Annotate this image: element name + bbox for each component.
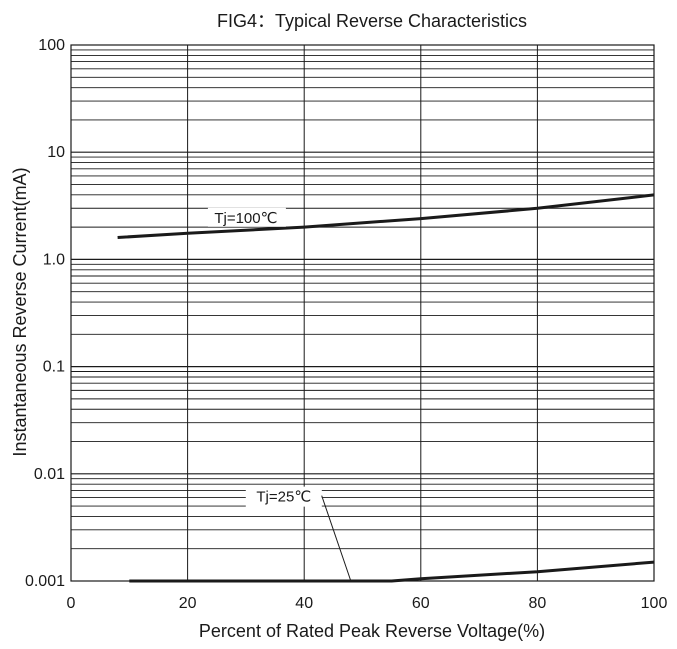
- x-axis-label: Percent of Rated Peak Reverse Voltage(%): [199, 621, 545, 641]
- annotation-label: Tj=25℃: [256, 489, 311, 506]
- x-tick-label: 100: [641, 595, 668, 612]
- y-tick-label: 10: [47, 144, 65, 161]
- annotation-label: Tj=100℃: [214, 210, 277, 227]
- annotations: Tj=100℃ Tj=25℃: [207, 207, 352, 582]
- y-tick-label: 1.0: [43, 251, 65, 268]
- x-tick-label: 40: [295, 595, 313, 612]
- tick-labels: 0 20 40 60 80 100 0.001 0.01 0.1 1.0 10 100: [25, 37, 667, 612]
- x-tick-label: 20: [179, 595, 197, 612]
- annotation-bg: [207, 207, 286, 227]
- grid: [70, 44, 655, 582]
- series-line-2: [129, 560, 655, 583]
- x-tick-label: 60: [412, 595, 430, 612]
- y-tick-label: 0.1: [43, 359, 65, 376]
- series-line-1: [117, 193, 655, 239]
- x-tick-label: 80: [529, 595, 547, 612]
- y-tick-label: 0.01: [34, 466, 65, 483]
- plot-frame: [70, 44, 655, 582]
- y-axis-label: Instantaneous Reverse Current(mA): [10, 167, 30, 456]
- annotation-leader-line: [321, 495, 352, 582]
- y-tick-label: 0.001: [25, 573, 65, 590]
- annotation-bg: [245, 486, 322, 507]
- x-tick-label: 0: [67, 595, 76, 612]
- series-layer: [117, 193, 655, 583]
- y-tick-label: 100: [38, 37, 65, 54]
- chart-title: FIG4：Typical Reverse Characteristics: [217, 11, 527, 31]
